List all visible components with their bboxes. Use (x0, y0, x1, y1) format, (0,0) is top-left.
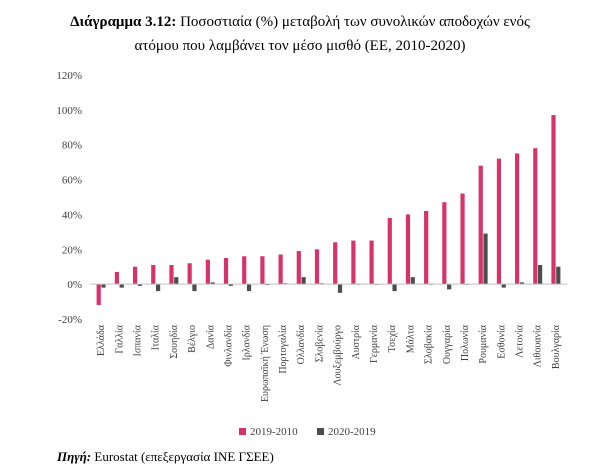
legend-label: 2020-2019 (328, 426, 376, 438)
bar-2019-2010 (333, 242, 338, 285)
bar-2020-2019 (392, 284, 397, 292)
bar-2019-2010 (296, 251, 301, 285)
bar-2019-2010 (114, 271, 119, 285)
bar-2019-2010 (533, 148, 538, 285)
y-tick-label: 120% (56, 70, 82, 82)
bars-group (96, 115, 561, 306)
chart-title-line1: Διάγραμμα 3.12: Ποσοστιαία (%) μεταβολή … (0, 10, 600, 34)
chart-title-line2: ατόμου που λαμβάνει τον μέσο μισθό (ΕΕ, … (134, 38, 466, 54)
bar-2020-2019 (210, 282, 215, 285)
x-tick-label: Αυστρία (351, 324, 362, 359)
x-tick-label: Σουηδία (169, 324, 180, 358)
x-tick-label: Δανία (205, 324, 216, 349)
bar-2019-2010 (187, 263, 192, 285)
bar-2019-2010 (424, 210, 429, 285)
x-tick-label: Πορτογαλία (278, 324, 289, 373)
x-tick-label: Πολωνία (460, 324, 471, 361)
x-tick-label: Τσεχία (387, 324, 398, 352)
x-tick-label: Βουλγαρία (551, 324, 562, 369)
legend: 2019-2010 2020-2019 (239, 426, 376, 438)
bar-2019-2010 (515, 153, 520, 285)
bar-2020-2019 (519, 282, 525, 285)
y-tick-label: -20% (58, 314, 82, 326)
x-tick-label: Ευρωπαϊκή Ένωση (260, 325, 271, 402)
legend-swatch (239, 428, 246, 435)
bar-2020-2019 (447, 284, 452, 290)
bar-2019-2010 (369, 240, 374, 285)
bar-2019-2010 (205, 259, 210, 285)
bar-2020-2019 (101, 284, 106, 288)
bar-2019-2010 (442, 202, 447, 285)
x-tick-label: Φινλανδία (223, 324, 234, 367)
y-tick-label: 80% (62, 140, 82, 152)
bar-2019-2010 (223, 258, 229, 285)
x-tick-label: Ουγγαρία (442, 324, 453, 364)
source-label: Πηγή: (57, 449, 92, 464)
bar-2020-2019 (137, 284, 142, 286)
bar-2020-2019 (337, 284, 343, 293)
legend-swatch (317, 428, 324, 435)
legend-label: 2019-2010 (250, 426, 298, 438)
bar-2020-2019 (174, 277, 179, 285)
bar-2020-2019 (228, 284, 233, 286)
bar-2019-2010 (551, 115, 556, 285)
bar-2019-2010 (132, 266, 138, 285)
figure-number: Διάγραμμα 3.12: (70, 14, 177, 30)
bar-2019-2010 (351, 240, 356, 285)
x-tick-label: Ιρλανδία (242, 324, 253, 360)
x-tick-label: Ολλανδία (296, 324, 307, 364)
x-axis-labels: Ελλάδα Γαλλία Ισπανία Ιταλία Σουηδία Βέλγιο Δα… (96, 324, 562, 402)
y-tick-label: 40% (62, 209, 82, 221)
bar-2019-2010 (314, 249, 320, 285)
bar-2019-2010 (496, 158, 502, 285)
chart-title: Διάγραμμα 3.12: Ποσοστιαία (%) μεταβολή … (0, 10, 600, 58)
x-tick-label: Ιταλία (151, 324, 162, 350)
x-tick-label: Λιθουανία (533, 324, 544, 367)
x-tick-label: Γερμανία (369, 324, 380, 363)
bar-2020-2019 (246, 284, 252, 292)
bar-2019-2010 (478, 165, 483, 285)
y-tick-label: 0% (67, 279, 82, 291)
bar-2019-2010 (242, 256, 247, 285)
bar-2020-2019 (556, 266, 561, 285)
y-tick-label: 100% (56, 105, 82, 117)
bar-2020-2019 (301, 277, 306, 285)
bar-2019-2010 (96, 284, 101, 306)
x-tick-label: Λετονία (515, 324, 526, 358)
y-tick-label: 60% (62, 175, 82, 187)
x-tick-label: Ρουμανία (478, 324, 489, 363)
x-tick-label: Σλοβενία (314, 324, 325, 362)
x-tick-label: Λουξεμβούργο (333, 325, 344, 386)
source-text: Eurostat (επεξεργασία ΙΝΕ ΓΣΕΕ) (91, 449, 274, 464)
bar-2019-2010 (151, 264, 156, 285)
bar-2020-2019 (155, 284, 161, 292)
title-text-line1: Ποσοστιαία (%) μεταβολή των συνολικών απ… (180, 14, 530, 30)
x-tick-label: Μάλτα (405, 324, 416, 353)
x-tick-label: Ισπανία (132, 324, 143, 356)
bar-2020-2019 (501, 284, 506, 288)
bar-2020-2019 (410, 277, 415, 285)
bar-2020-2019 (119, 284, 124, 288)
x-tick-label: Γαλλία (114, 324, 125, 353)
x-tick-label: Εσθονία (496, 324, 507, 359)
bar-2019-2010 (169, 264, 174, 285)
source-note: Πηγή: Eurostat (επεξεργασία ΙΝΕ ΓΣΕΕ) (57, 449, 274, 465)
bar-2020-2019 (483, 233, 488, 285)
bar-2020-2019 (538, 264, 543, 285)
y-axis-labels: -20% 0% 20% 40% 60% 80% 100% 120% (56, 70, 82, 326)
x-tick-label: Σλοβακία (424, 324, 435, 364)
x-tick-label: Ελλάδα (96, 324, 107, 356)
bar-2019-2010 (260, 256, 265, 285)
bar-2019-2010 (278, 254, 283, 285)
bar-2020-2019 (192, 284, 197, 292)
bar-2019-2010 (387, 217, 392, 285)
bar-2019-2010 (405, 214, 411, 285)
bar-2019-2010 (460, 193, 465, 285)
y-tick-label: 20% (62, 244, 82, 256)
x-tick-label: Βέλγιο (187, 325, 198, 353)
